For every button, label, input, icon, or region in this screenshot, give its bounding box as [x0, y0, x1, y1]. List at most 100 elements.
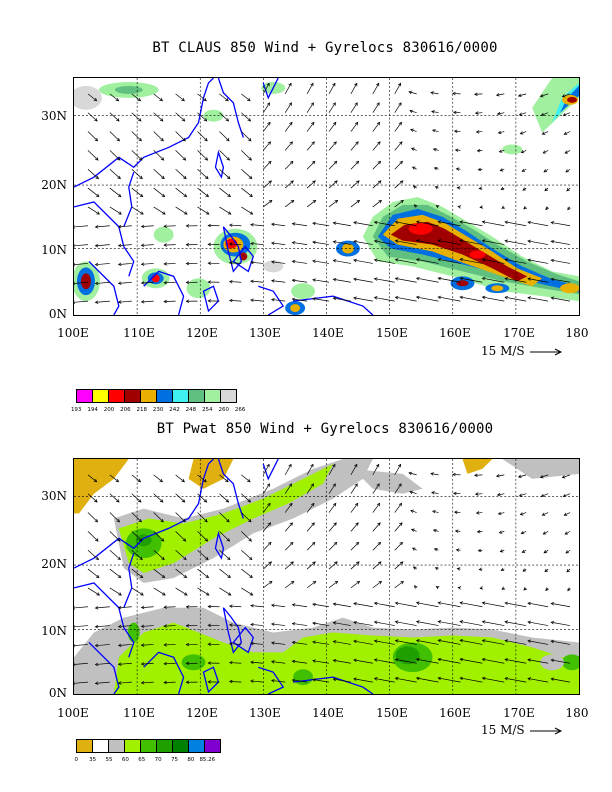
wind-vector: [153, 168, 165, 179]
wind-vector-head: [432, 148, 437, 152]
wind-vector-head: [160, 538, 165, 542]
wind-vector: [284, 522, 293, 532]
wind-vector: [219, 568, 231, 578]
wind-vector: [372, 503, 380, 513]
wind-vector: [505, 221, 527, 227]
wind-vector: [312, 603, 330, 608]
wind-vector: [372, 561, 382, 570]
wind-vector-head: [139, 556, 143, 561]
wind-vector-head: [181, 118, 186, 122]
wind-vector-head: [225, 118, 230, 122]
wind-vector: [482, 621, 505, 626]
wind-vector-head: [415, 657, 420, 662]
wind-vector: [374, 259, 395, 264]
wind-vector-head: [312, 259, 316, 263]
colorbar-swatch: [204, 389, 221, 403]
wind-vector: [527, 678, 549, 683]
panel2-scale-vector: 15 M/S: [481, 723, 564, 737]
wind-vector: [438, 258, 461, 264]
wind-vector: [374, 640, 395, 645]
wind-vector-head: [567, 206, 571, 211]
wind-vector-head: [266, 483, 271, 487]
wind-vector: [74, 606, 88, 609]
wind-vector: [109, 168, 121, 179]
wind-vector-head: [411, 528, 415, 532]
wind-vector: [153, 206, 166, 215]
wind-vector-head: [332, 621, 337, 625]
wind-vector-head: [410, 509, 414, 513]
wind-vector-head: [542, 150, 547, 154]
panel1-title: BT CLAUS 850 Wind + Gyrelocs 830616/0000: [152, 40, 498, 56]
wind-vector-head: [289, 121, 293, 126]
wind-vector-head: [504, 620, 509, 624]
wind-vector: [284, 161, 294, 170]
wind-vector-head: [249, 193, 253, 198]
colorbar-label: 70: [154, 757, 162, 763]
wind-vector-head: [373, 277, 378, 281]
colorbar-swatch: [204, 739, 221, 753]
wind-vector: [497, 493, 505, 496]
wind-vector-head: [95, 157, 99, 161]
panel1-colorbar: [76, 389, 237, 403]
wind-vector-head: [437, 676, 442, 681]
wind-vector-head: [550, 239, 555, 244]
wind-vector-head: [226, 556, 231, 561]
wind-vector-head: [333, 541, 338, 546]
wind-vector-head: [185, 299, 190, 303]
wind-vector-head: [394, 220, 399, 224]
wind-vector: [551, 240, 571, 245]
wind-vector-head: [312, 240, 316, 245]
wind-vector-head: [433, 167, 438, 171]
wind-vector-head: [116, 137, 121, 142]
lon-label: 110E: [123, 326, 155, 340]
wind-vector-head: [250, 241, 254, 246]
wind-vector-head: [373, 239, 378, 244]
wind-vector-head: [271, 298, 275, 302]
wind-vector-head: [312, 180, 316, 184]
wind-vector: [284, 581, 295, 589]
lon-label: 170E: [503, 326, 535, 340]
wind-vector-head: [431, 110, 435, 114]
wind-vector: [197, 493, 207, 503]
wind-vector: [333, 659, 351, 664]
wind-vector-head: [373, 601, 378, 606]
wind-vector-head: [185, 261, 190, 266]
wind-vector-head: [205, 592, 210, 596]
wind-vector: [74, 281, 88, 284]
colorbar-swatch: [108, 389, 125, 403]
wind-vector: [416, 602, 439, 608]
wind-vector-head: [311, 121, 315, 126]
wind-vector: [395, 677, 417, 683]
wind-vector-head: [137, 499, 142, 503]
wind-vector: [372, 83, 380, 95]
wind-vector-head: [266, 82, 270, 87]
wind-vector-head: [203, 478, 207, 483]
wind-vector: [241, 568, 253, 578]
wind-vector-head: [563, 512, 568, 516]
wind-vector-head: [437, 601, 442, 605]
wind-vector: [328, 483, 336, 494]
wind-vector: [175, 93, 185, 102]
wind-vector-head: [333, 160, 338, 165]
wind-vector-head: [182, 538, 187, 542]
wind-vector-head: [481, 657, 486, 662]
wind-vector-head: [160, 137, 164, 142]
wind-vector-head: [137, 478, 142, 483]
wind-vector-head: [250, 641, 254, 646]
wind-vector-head: [453, 491, 457, 496]
wind-vector: [164, 225, 176, 227]
wind-vector-head: [205, 211, 210, 215]
wind-vector-head: [140, 624, 145, 628]
wind-vector-head: [500, 567, 505, 572]
wind-vector: [95, 225, 110, 228]
wind-vector: [527, 621, 549, 626]
wind-vector-head: [481, 295, 486, 300]
lat-label: 10N: [41, 243, 67, 257]
wind-vector: [219, 587, 232, 596]
wind-vector-head: [518, 112, 523, 116]
wind-vector-head: [271, 622, 275, 626]
wind-vector: [95, 300, 110, 303]
wind-vector-head: [520, 149, 525, 154]
wind-vector-head: [437, 258, 442, 262]
colorbar-swatch: [188, 389, 205, 403]
